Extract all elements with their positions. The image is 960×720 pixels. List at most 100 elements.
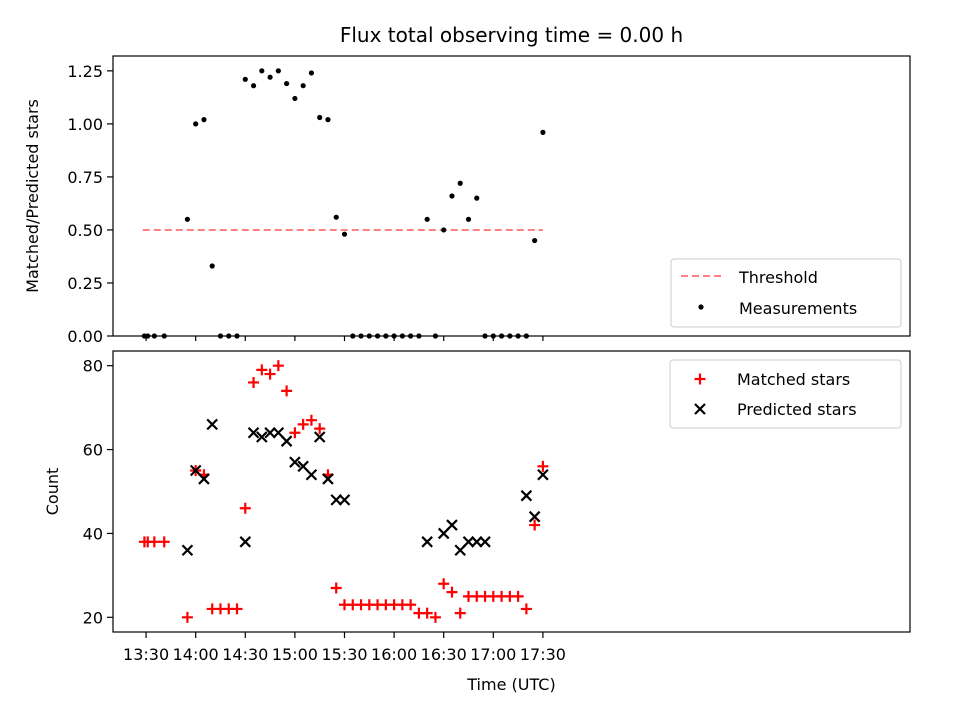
y-axis-label: Count <box>43 468 62 516</box>
predicted-star-point <box>206 418 218 431</box>
x-tick-label: 16:00 <box>371 645 417 664</box>
predicted-star-point <box>322 473 334 485</box>
matched-star-point <box>231 603 243 615</box>
x-axis-label: Time (UTC) <box>466 675 555 694</box>
predicted-star-point <box>256 431 268 443</box>
y-tick-label: 80 <box>83 357 103 376</box>
predicted-star-point <box>247 427 260 439</box>
measurement-point <box>292 95 298 102</box>
matched-star-point <box>281 385 293 397</box>
matched-star-point <box>405 599 417 611</box>
measurement-point <box>267 74 273 80</box>
predicted-star-point <box>528 510 541 523</box>
y-tick-label: 20 <box>83 608 103 627</box>
measurement-point <box>275 68 281 74</box>
predicted-star-point <box>421 536 433 548</box>
measurement-point <box>184 216 191 222</box>
measurement-point <box>540 129 546 135</box>
measurement-point <box>532 237 538 244</box>
predicted-star-point <box>470 536 483 548</box>
legend-box <box>670 258 902 328</box>
matched-star-point <box>297 418 309 430</box>
matched-star-point <box>454 607 466 619</box>
legend-threshold-label: Threshold <box>738 268 818 287</box>
predicted-star-point <box>198 473 210 485</box>
measurement-point <box>465 216 472 222</box>
legend-matched-swatch <box>694 373 706 385</box>
predicted-star-point <box>264 427 276 439</box>
x-tick-label: 17:00 <box>470 645 516 664</box>
x-tick-label: 15:00 <box>272 645 318 664</box>
measurement-point <box>284 80 290 87</box>
matched-star-point <box>305 414 317 426</box>
predicted-star-point <box>289 456 301 468</box>
predicted-star-point <box>338 494 351 506</box>
measurement-point <box>242 76 248 82</box>
x-tick-label: 14:30 <box>222 645 268 664</box>
matched-star-point <box>446 586 458 598</box>
measurement-point <box>457 180 463 186</box>
y-tick-label: 1.00 <box>67 115 103 134</box>
x-tick-label: 16:30 <box>421 645 467 664</box>
y-tick-label: 0.25 <box>67 274 103 293</box>
legend-predicted-swatch <box>694 403 706 415</box>
matched-star-point <box>512 590 524 602</box>
matched-star-point <box>264 368 276 380</box>
predicted-star-point <box>520 489 533 502</box>
matched-star-point <box>256 364 268 376</box>
matched-star-point <box>429 611 441 623</box>
measurement-point <box>449 193 455 199</box>
predicted-star-point <box>313 431 326 443</box>
y-tick-label: 0.00 <box>67 327 103 346</box>
top-panel: Flux total observing time = 0.00 h 0.00 0.… <box>23 23 911 346</box>
plot-frame <box>112 55 911 337</box>
measurement-point <box>474 195 480 201</box>
x-tick-label: 15:30 <box>321 645 367 664</box>
legend: Matched stars Predicted stars <box>669 359 902 429</box>
predicted-star-point <box>446 519 458 531</box>
measurement-point <box>325 117 331 123</box>
measurement-point <box>333 214 339 220</box>
measurement-point <box>317 114 323 121</box>
legend-matched-label: Matched stars <box>737 370 850 389</box>
predicted-star-point <box>280 435 293 447</box>
legend-box <box>669 359 902 429</box>
predicted-star-point <box>239 536 252 548</box>
matched-star-point <box>289 427 301 439</box>
y-tick-label: 0.50 <box>67 221 103 240</box>
matched-star-point <box>537 460 549 472</box>
matched-star-point <box>438 578 450 590</box>
matched-star-point <box>181 611 193 623</box>
matched-star-point <box>314 423 326 435</box>
predicted-star-point <box>537 468 549 481</box>
measurement-point <box>424 216 430 222</box>
legend: Threshold Measurements <box>670 258 902 328</box>
matched-star-point <box>520 603 532 615</box>
predicted-star-point <box>479 536 491 548</box>
matched-star-point <box>330 582 342 594</box>
matched-star-point <box>148 536 160 548</box>
matched-star-point <box>529 519 541 531</box>
predicted-star-point <box>462 536 475 548</box>
x-tick-label: 14:00 <box>173 645 219 664</box>
matched-star-point <box>248 376 260 388</box>
x-tick-label: 13:30 <box>123 645 169 664</box>
y-tick-label: 60 <box>83 441 103 460</box>
measurement-point <box>341 231 348 237</box>
predicted-star-point <box>181 544 194 556</box>
predicted-star-point <box>330 494 343 506</box>
y-tick-label: 1.25 <box>67 62 103 81</box>
y-axis-label: Matched/Predicted stars <box>23 99 42 293</box>
legend-measurement-swatch <box>698 304 704 310</box>
chart-title: Flux total observing time = 0.00 h <box>340 23 683 47</box>
legend-measurement-label: Measurements <box>739 299 857 318</box>
matched-star-point <box>421 607 433 619</box>
predicted-star-point <box>305 468 318 481</box>
measurement-point <box>250 83 257 89</box>
measurement-point <box>193 121 199 127</box>
plot-frame <box>112 350 911 633</box>
y-tick-label: 0.75 <box>67 168 103 187</box>
y-tick-label: 40 <box>83 524 103 543</box>
legend-predicted-label: Predicted stars <box>737 400 857 419</box>
